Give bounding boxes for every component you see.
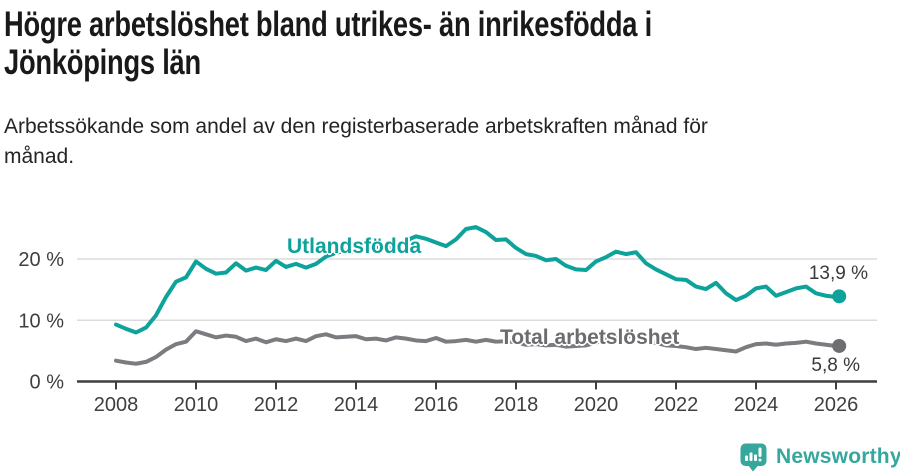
brand-footer: Newsworthy (740, 443, 900, 471)
series-label-total-arbetsloshet: Total arbetslöshet (500, 326, 680, 349)
newsworthy-logo-icon (740, 443, 767, 471)
svg-text:0 %: 0 % (30, 372, 65, 394)
svg-text:2016: 2016 (414, 394, 459, 416)
end-value-label-total: 5,8 % (811, 355, 860, 376)
svg-text:2022: 2022 (654, 394, 699, 416)
subtitle-line-2: månad. (4, 145, 75, 168)
svg-text:2024: 2024 (734, 394, 779, 416)
line-chart-svg: 0 % 10 % 20 % 2008 2010 2012 2014 2016 2018 2020 2… (18, 225, 877, 416)
svg-text:2010: 2010 (174, 394, 219, 416)
title-line-1: Högre arbetslöshet bland utrikes- än inr… (4, 5, 652, 44)
svg-text:2008: 2008 (94, 394, 139, 416)
line-chart: 0 % 10 % 20 % 2008 2010 2012 2014 2016 2018 2020 2… (0, 195, 900, 435)
svg-text:2018: 2018 (494, 394, 539, 416)
svg-text:2014: 2014 (334, 394, 379, 416)
end-value-label-utlandsfodda: 13,9 % (808, 263, 868, 284)
svg-text:2012: 2012 (254, 394, 299, 416)
svg-text:10 %: 10 % (18, 310, 64, 332)
title-line-2: Jönköpings län (4, 43, 201, 82)
chart-subtitle: Arbetssökande som andel av den registerb… (0, 112, 708, 172)
subtitle-line-1: Arbetssökande som andel av den registerb… (4, 115, 708, 138)
svg-text:20 %: 20 % (18, 249, 64, 271)
svg-text:2026: 2026 (814, 394, 859, 416)
svg-text:2020: 2020 (574, 394, 619, 416)
page-title: Högre arbetslöshet bland utrikes- än inr… (0, 0, 900, 82)
brand-name: Newsworthy (776, 445, 900, 468)
series-label-utlandsfodda: Utlandsfödda (287, 235, 422, 258)
